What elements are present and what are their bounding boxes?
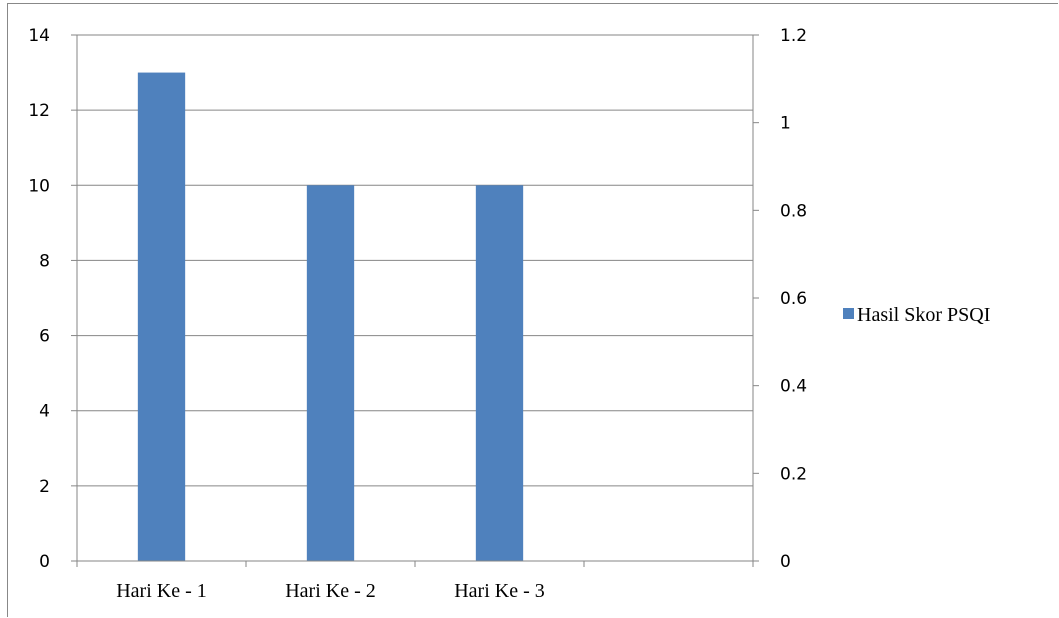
y2-tick-label: 1.2	[780, 26, 807, 46]
y2-tick-label: 0.2	[780, 464, 807, 484]
x-tick-label: Hari Ke - 3	[454, 580, 545, 602]
y-tick-label: 10	[28, 176, 50, 196]
y-tick-label: 0	[39, 552, 50, 572]
y2-tick-label: 0	[780, 552, 791, 572]
y2-axis-labels: 0 0.2 0.4 0.6 0.8 1 1.2	[780, 26, 807, 572]
x-tick-label: Hari Ke - 1	[116, 580, 207, 602]
bars	[137, 72, 524, 562]
legend-label: Hasil Skor PSQI	[857, 304, 990, 326]
axes	[71, 34, 759, 567]
y-tick-label: 12	[28, 101, 50, 121]
y-tick-label: 14	[28, 26, 50, 46]
x-tick-label: Hari Ke - 2	[285, 580, 376, 602]
y-axis-labels: 0 2 4 6 8 10 12 14	[28, 26, 50, 572]
y2-tick-label: 0.6	[780, 289, 807, 309]
y2-tick-label: 1	[780, 114, 791, 134]
chart-frame	[7, 3, 1058, 617]
y2-tick-label: 0.8	[780, 201, 807, 221]
legend-swatch	[843, 308, 854, 319]
y-tick-label: 4	[39, 402, 50, 422]
y2-tick-label: 0.4	[780, 377, 807, 397]
bar	[137, 72, 186, 562]
bar	[306, 185, 355, 562]
legend: Hasil Skor PSQI	[843, 304, 990, 326]
x-axis-labels: Hari Ke - 1 Hari Ke - 2 Hari Ke - 3	[116, 580, 545, 602]
y-tick-label: 8	[39, 251, 50, 271]
gridlines	[77, 34, 753, 487]
y-tick-label: 2	[39, 477, 50, 497]
y-tick-label: 6	[39, 327, 50, 347]
bar	[475, 185, 524, 562]
